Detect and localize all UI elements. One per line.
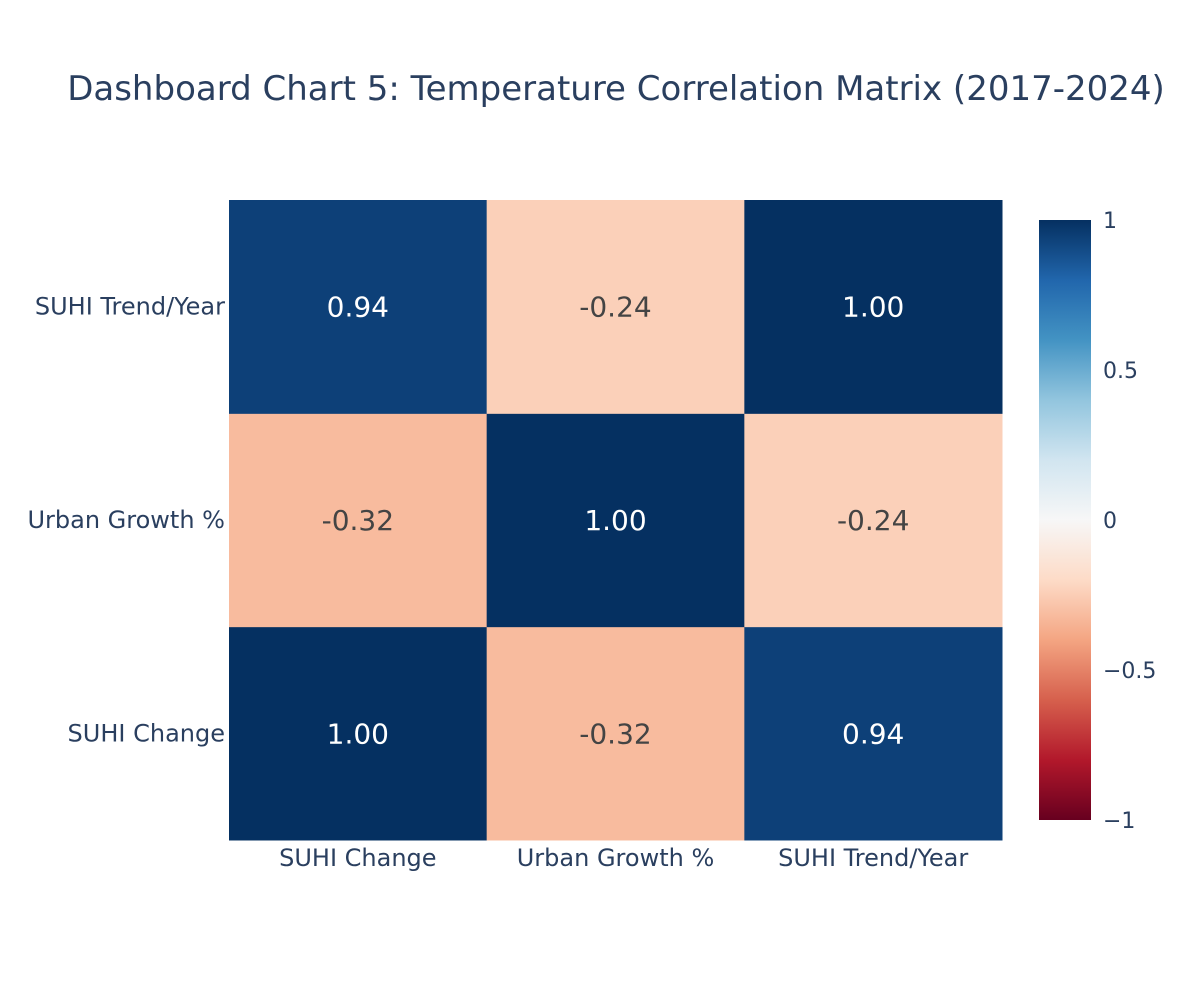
heatmap-cell-urban-growth-suhi-trend-year xyxy=(744,413,1003,628)
heatmap-cell-urban-growth-suhi-change xyxy=(229,413,488,628)
x-tick-label: SUHI Trend/Year xyxy=(778,844,968,872)
y-tick-label: SUHI Change xyxy=(68,719,225,747)
heatmap-cells xyxy=(229,200,1003,841)
y-axis-tick-labels: SUHI Change Urban Growth % SUHI Trend/Year xyxy=(27,293,225,748)
cell-value-label: 0.94 xyxy=(327,291,389,324)
cell-value-label: -0.24 xyxy=(579,291,651,324)
x-tick-label: SUHI Change xyxy=(279,844,436,872)
colorbar-tick-label: 0 xyxy=(1103,509,1117,534)
colorbar-tick-label: −1 xyxy=(1103,809,1135,834)
cell-value-label: -0.32 xyxy=(322,504,394,537)
colorbar-tick-label: −0.5 xyxy=(1103,659,1156,684)
cell-value-label: 0.94 xyxy=(842,717,904,750)
heatmap-cell-suhi-change-urban-growth xyxy=(486,626,745,841)
heatmap-cell-urban-growth-urban-growth xyxy=(486,413,745,628)
cell-value-label: 1.00 xyxy=(584,504,646,537)
colorbar-gradient xyxy=(1039,220,1091,820)
colorbar: 1 0.5 0 −0.5 −1 xyxy=(1039,209,1156,834)
colorbar-tick-label: 0.5 xyxy=(1103,359,1138,384)
heatmap-cell-suhi-trend-year-suhi-change xyxy=(229,200,488,414)
cell-value-label: 1.00 xyxy=(327,717,389,750)
y-tick-label: Urban Growth % xyxy=(27,506,225,534)
heatmap-cell-labels: 1.00 -0.32 0.94 -0.32 1.00 -0.24 0.94 -0.24 1.00 xyxy=(322,291,910,751)
y-tick-label: SUHI Trend/Year xyxy=(35,293,225,321)
heatmap-cell-suhi-trend-year-urban-growth xyxy=(486,200,745,414)
cell-value-label: -0.32 xyxy=(579,717,651,750)
chart-title: Dashboard Chart 5: Temperature Correlati… xyxy=(67,69,1165,109)
colorbar-tick-labels: 1 0.5 0 −0.5 −1 xyxy=(1103,209,1156,834)
x-axis-tick-labels: SUHI Change Urban Growth % SUHI Trend/Year xyxy=(279,844,968,872)
heatmap-cell-suhi-change-suhi-change xyxy=(229,626,488,841)
heatmap-cell-suhi-change-suhi-trend-year xyxy=(744,626,1003,841)
cell-value-label: -0.24 xyxy=(837,504,909,537)
heatmap-cell-suhi-trend-year-suhi-trend-year xyxy=(744,200,1003,414)
colorbar-tick-label: 1 xyxy=(1103,209,1117,234)
cell-value-label: 1.00 xyxy=(842,291,904,324)
x-tick-label: Urban Growth % xyxy=(517,844,715,872)
